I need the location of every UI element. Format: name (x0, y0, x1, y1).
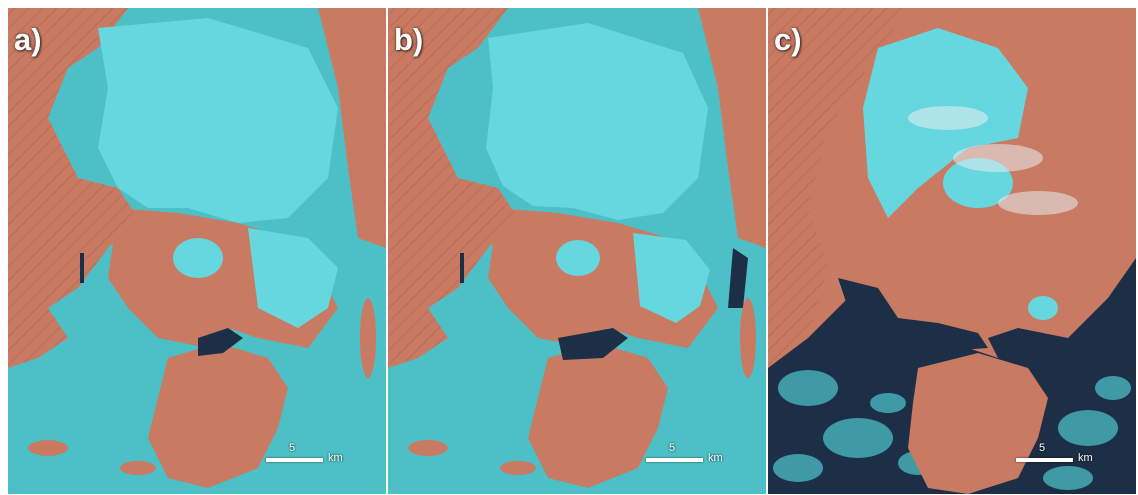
panel-label: a) (14, 22, 42, 57)
panel-b: b) 5 km (388, 8, 766, 494)
ice-floes (773, 370, 1131, 490)
panel-b-image (388, 8, 766, 494)
panel-c-image (768, 8, 1136, 494)
scale-unit: km (1078, 452, 1093, 464)
scale-value: 5 (289, 442, 296, 454)
scale-bar: 5 km (266, 442, 376, 470)
land-south-peninsula (908, 353, 1048, 494)
island (120, 461, 156, 475)
panel-a-image (8, 8, 386, 494)
glacier-north (98, 18, 338, 223)
lake (460, 253, 464, 283)
panel-label: c) (774, 22, 802, 57)
panel-label: b) (394, 22, 424, 57)
fjord-water (558, 328, 628, 360)
snow-patch (173, 238, 223, 278)
panel-divider (386, 8, 388, 494)
scale-bar: 5 km (1016, 442, 1126, 470)
land-east-strip (698, 8, 766, 248)
fjord-water (198, 328, 243, 356)
scale-line (266, 458, 323, 462)
east-channel (728, 248, 748, 308)
scale-unit: km (708, 452, 723, 464)
scale-unit: km (328, 452, 343, 464)
panel-divider (766, 8, 768, 494)
island (740, 298, 756, 378)
land-texture (768, 8, 908, 368)
lake (80, 253, 84, 283)
scale-value: 5 (1039, 442, 1046, 454)
land-south-peninsula (148, 343, 288, 488)
glacier-north (486, 23, 708, 220)
island (28, 440, 68, 456)
dark-inlet (838, 278, 988, 353)
panel-a: a) 5 km (8, 8, 386, 494)
panel-c: c) 5 km (768, 8, 1136, 494)
land-east-strip (318, 8, 386, 248)
glacier-east (633, 233, 710, 323)
island (500, 461, 536, 475)
island (408, 440, 448, 456)
land-south-peninsula (528, 343, 668, 488)
cloud (908, 106, 1078, 215)
glacier-east (248, 228, 338, 328)
snow-patch (556, 240, 600, 276)
scale-bar: 5 km (646, 442, 756, 470)
scale-line (1016, 458, 1073, 462)
scale-value: 5 (669, 442, 676, 454)
island (360, 298, 376, 378)
land-texture (8, 8, 138, 368)
scale-line (646, 458, 703, 462)
land-texture (388, 8, 518, 368)
glacier-patch (1028, 296, 1058, 320)
